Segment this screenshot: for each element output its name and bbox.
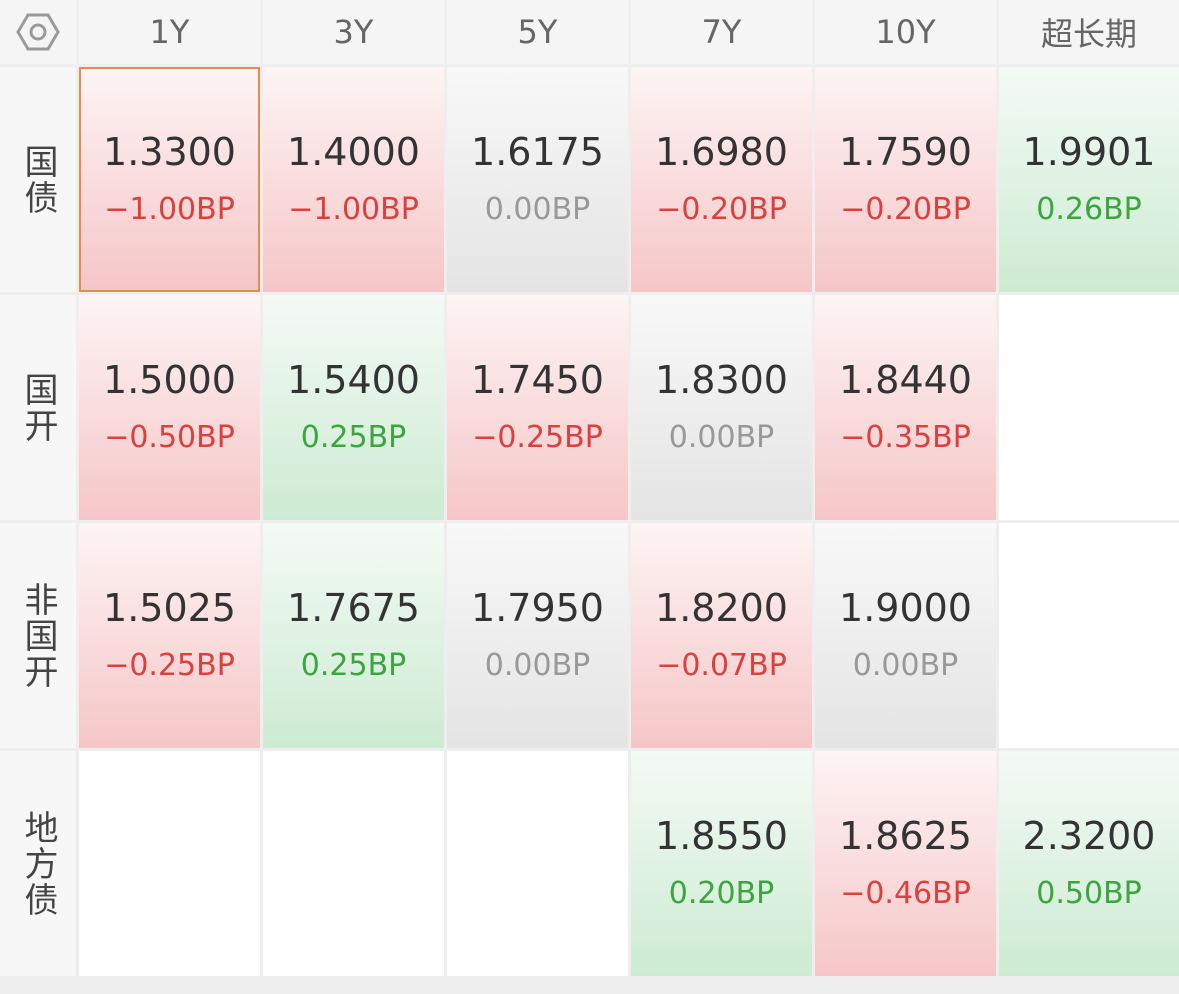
yield-change: −0.20BP xyxy=(656,191,787,227)
yield-change: 0.00BP xyxy=(668,419,775,455)
quote-cell-local-gov-ultra-long[interactable]: 2.3200 0.50BP xyxy=(999,751,1179,976)
quote-cell-non-cdb-1y[interactable]: 1.5025 −0.25BP xyxy=(79,523,260,748)
quote-cell-local-gov-3y xyxy=(263,751,444,976)
quote-cell-local-gov-7y[interactable]: 1.8550 0.20BP xyxy=(631,751,812,976)
yield-change: −0.25BP xyxy=(104,647,235,683)
quote-cell-cdb-5y[interactable]: 1.7450 −0.25BP xyxy=(447,295,628,520)
quote-cell-treasury-10y[interactable]: 1.7590 −0.20BP xyxy=(815,67,996,292)
quote-cell-treasury-3y[interactable]: 1.4000 −1.00BP xyxy=(263,67,444,292)
quote-cell-cdb-3y[interactable]: 1.5400 0.25BP xyxy=(263,295,444,520)
yield-change: −0.46BP xyxy=(840,875,971,911)
quote-cell-cdb-1y[interactable]: 1.5000 −0.50BP xyxy=(79,295,260,520)
yield-value: 1.5025 xyxy=(103,585,236,630)
column-header-1y[interactable]: 1Y xyxy=(79,0,260,64)
yield-value: 1.7590 xyxy=(839,129,972,174)
yield-change: 0.00BP xyxy=(484,191,591,227)
row-label-local-gov: 地方债 xyxy=(0,751,76,976)
quote-cell-treasury-5y[interactable]: 1.6175 0.00BP xyxy=(447,67,628,292)
quote-cell-non-cdb-ultra-long xyxy=(999,523,1179,748)
yield-change: 0.20BP xyxy=(668,875,775,911)
settings-button[interactable] xyxy=(0,0,76,64)
yield-value: 1.9000 xyxy=(839,585,972,630)
quote-cell-local-gov-5y xyxy=(447,751,628,976)
yield-change: −0.35BP xyxy=(840,419,971,455)
quote-cell-local-gov-10y[interactable]: 1.8625 −0.46BP xyxy=(815,751,996,976)
yield-change: −0.50BP xyxy=(104,419,235,455)
yield-value: 1.7450 xyxy=(471,357,604,402)
yield-change: 0.00BP xyxy=(852,647,959,683)
quote-cell-cdb-ultra-long xyxy=(999,295,1179,520)
quote-cell-local-gov-1y xyxy=(79,751,260,976)
yield-change: 0.26BP xyxy=(1036,191,1142,227)
quote-cell-treasury-ultra-long[interactable]: 1.9901 0.26BP xyxy=(999,67,1179,292)
quote-cell-non-cdb-3y[interactable]: 1.7675 0.25BP xyxy=(263,523,444,748)
yield-value: 1.9901 xyxy=(1022,129,1156,174)
yield-value: 1.7675 xyxy=(287,585,420,630)
yield-value: 1.6980 xyxy=(655,129,788,174)
yield-value: 1.6175 xyxy=(471,129,604,174)
yield-change: −0.25BP xyxy=(472,419,603,455)
yield-change: 0.00BP xyxy=(484,647,591,683)
yield-value: 1.8200 xyxy=(655,585,788,630)
yield-change: −0.07BP xyxy=(656,647,787,683)
yield-value: 1.3300 xyxy=(103,129,236,174)
yield-value: 1.7950 xyxy=(471,585,604,630)
yield-change: −1.00BP xyxy=(288,191,419,227)
yield-value: 2.3200 xyxy=(1022,813,1156,858)
column-header-7y[interactable]: 7Y xyxy=(631,0,812,64)
quote-cell-treasury-1y[interactable]: 1.3300 −1.00BP xyxy=(79,67,260,292)
yield-value: 1.4000 xyxy=(287,129,420,174)
quote-cell-non-cdb-5y[interactable]: 1.7950 0.00BP xyxy=(447,523,628,748)
yield-value: 1.8550 xyxy=(655,813,788,858)
quote-cell-non-cdb-7y[interactable]: 1.8200 −0.07BP xyxy=(631,523,812,748)
row-label-non-cdb: 非国开 xyxy=(0,523,76,748)
yield-value: 1.8625 xyxy=(839,813,972,858)
yield-change: −0.20BP xyxy=(840,191,971,227)
column-header-5y[interactable]: 5Y xyxy=(447,0,628,64)
quote-cell-cdb-10y[interactable]: 1.8440 −0.35BP xyxy=(815,295,996,520)
yield-change: 0.25BP xyxy=(300,647,407,683)
row-label-treasury: 国债 xyxy=(0,67,76,292)
yield-value: 1.8300 xyxy=(655,357,788,402)
yield-change: 0.25BP xyxy=(300,419,407,455)
yield-value: 1.8440 xyxy=(839,357,972,402)
column-header-10y[interactable]: 10Y xyxy=(815,0,996,64)
yield-value: 1.5400 xyxy=(287,357,420,402)
quote-cell-cdb-7y[interactable]: 1.8300 0.00BP xyxy=(631,295,812,520)
yield-change: −1.00BP xyxy=(104,191,235,227)
yield-change: 0.50BP xyxy=(1036,875,1142,911)
yield-value: 1.5000 xyxy=(103,357,236,402)
quote-cell-non-cdb-10y[interactable]: 1.9000 0.00BP xyxy=(815,523,996,748)
settings-icon xyxy=(16,13,60,51)
column-header-3y[interactable]: 3Y xyxy=(263,0,444,64)
row-label-cdb: 国开 xyxy=(0,295,76,520)
column-header-ultra-long[interactable]: 超长期 xyxy=(999,0,1179,64)
quote-cell-treasury-7y[interactable]: 1.6980 −0.20BP xyxy=(631,67,812,292)
